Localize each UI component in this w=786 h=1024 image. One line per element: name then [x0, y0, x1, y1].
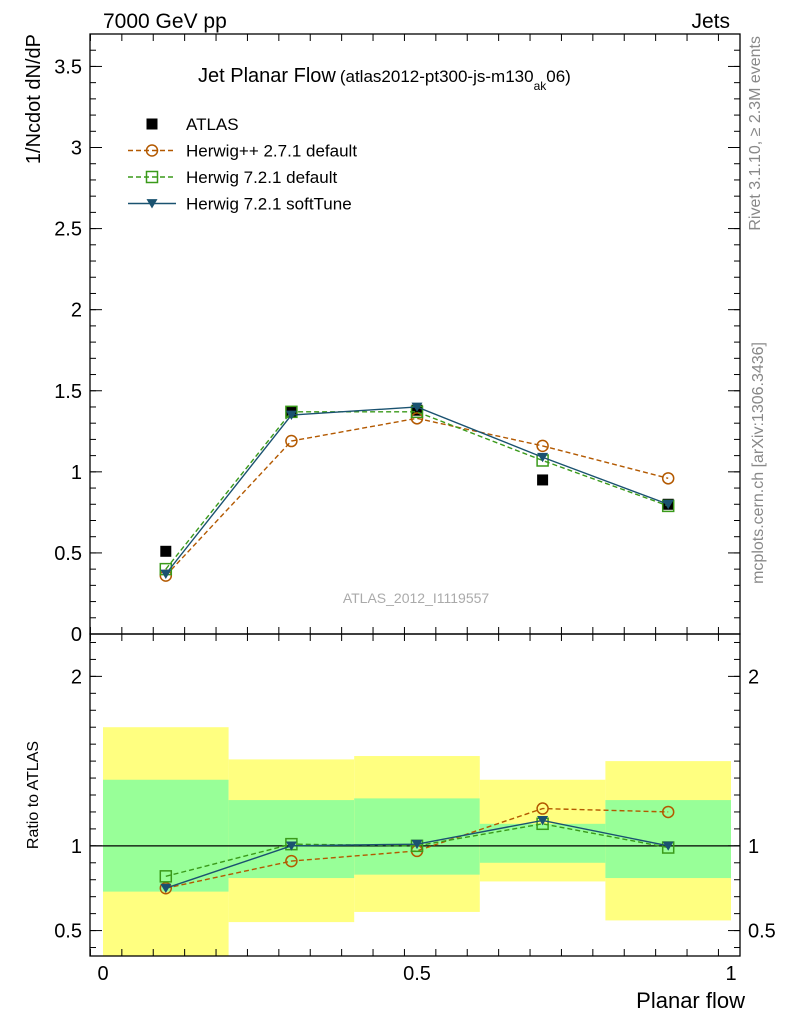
ratio-y-tick-label: 1 [748, 836, 759, 858]
ratio-data-point [536, 802, 549, 815]
series-herwig-7-2-1-default [159, 405, 675, 576]
chart-title-main: Jet Planar Flow [198, 65, 336, 87]
header-left-label: 7000 GeV pp [103, 10, 227, 33]
legend-marker [146, 199, 158, 209]
ratio-y-tick-label: 0.5 [54, 921, 82, 943]
ratio-data-point [285, 841, 297, 851]
y-tick-label: 0.5 [54, 543, 82, 565]
data-point [411, 402, 423, 412]
legend-label: Herwig 7.2.1 softTune [186, 195, 352, 214]
ratio-data-point [159, 881, 173, 895]
ratio-data-point [411, 839, 423, 850]
ratio-y-tick-label: 2 [71, 666, 82, 688]
legend-marker [145, 144, 159, 157]
y-tick-label: 1.5 [54, 381, 82, 403]
ratio-data-point [662, 841, 674, 851]
x-tick-label: 0.5 [403, 963, 431, 985]
legend-entry-herwig-2-7-1-default: Herwig++ 2.7.1 default [128, 142, 357, 161]
series-herwig-7-2-1-softtune [160, 402, 674, 579]
header-right-label: Jets [691, 10, 730, 33]
y-tick-label: 2.5 [54, 219, 82, 241]
ratio-data-point [159, 870, 173, 883]
ratio-band-inner [479, 823, 606, 863]
chart-subtitle-sub: ak [534, 79, 548, 93]
data-point [537, 452, 549, 463]
data-point [662, 499, 674, 510]
data-point [285, 434, 298, 448]
chart-title: Jet Planar Flow (atlas2012-pt300-js-m130a… [198, 65, 571, 93]
axis-ticks: 0 0.5 1 1.5 2 2.5 3 3.5 0.5 0.5 1 1 2 2 0 0.5 1 [54, 34, 776, 985]
data-point [285, 410, 297, 421]
series-line [165, 411, 669, 570]
data-point [536, 439, 549, 453]
legend-entry-atlas: ATLAS [146, 115, 239, 134]
mcplots-label: mcplots.cern.ch [arXiv:1306.3436] [750, 342, 767, 584]
ratio-y-tick-label: 2 [748, 666, 759, 688]
series-line [165, 417, 669, 577]
legend-marker [146, 118, 158, 130]
series-line [165, 406, 669, 575]
ratio-y-tick-label: 0.5 [748, 921, 776, 943]
ratio-band-inner [103, 779, 229, 892]
ratio-series-line [165, 807, 669, 889]
data-point [537, 474, 549, 486]
legend-entry-herwig-7-2-1-default: Herwig 7.2.1 default [128, 168, 337, 187]
ratio-series-line [165, 823, 669, 878]
series-atlas [160, 404, 674, 557]
legend-label: ATLAS [186, 115, 239, 134]
ratio-series-group [159, 802, 675, 895]
y-tick-label: 1 [71, 462, 82, 484]
legend-label: Herwig++ 2.7.1 default [186, 142, 357, 161]
ratio-data-point [160, 883, 172, 894]
y-tick-label: 2 [71, 300, 82, 322]
legend-marker [145, 170, 159, 184]
chart-subtitle-end: 06) [546, 67, 571, 86]
legend: ATLAS Herwig++ 2.7.1 default Herwig 7.2.1 … [128, 115, 357, 214]
y-tick-label: 0 [71, 624, 82, 646]
x-tick-label: 1 [725, 963, 736, 985]
ratio-data-point [285, 854, 298, 868]
watermark: ATLAS_2012_I1119557 [343, 590, 490, 606]
rivet-label: Rivet 3.1.10, ≥ 2.3M events [747, 36, 764, 231]
main-series-group [159, 402, 675, 582]
data-point [160, 545, 172, 557]
ratio-series-herwig-7-2-1-softtune [160, 816, 674, 894]
data-point [661, 472, 675, 485]
ratio-data-point [537, 816, 549, 826]
legend-label: Herwig 7.2.1 default [186, 168, 337, 187]
chart-subtitle: (atlas2012-pt300-js-m130 [340, 67, 534, 86]
legend-entry-herwig-7-2-1-softtune: Herwig 7.2.1 softTune [128, 195, 352, 214]
y-tick-label: 3.5 [54, 56, 82, 78]
y-axis-label: 1/Ncdot dN/dP [23, 34, 45, 164]
x-axis-label: Planar flow [636, 988, 745, 1013]
ratio-y-tick-label: 1 [71, 836, 82, 858]
data-point [410, 412, 424, 425]
y-tick-label: 3 [71, 138, 82, 160]
data-point [160, 569, 172, 579]
ratio-y-axis-label: Ratio to ATLAS [25, 741, 42, 849]
x-tick-label: 0 [97, 963, 108, 985]
series-herwig-2-7-1-default [159, 412, 675, 582]
ratio-data-point [661, 805, 675, 819]
